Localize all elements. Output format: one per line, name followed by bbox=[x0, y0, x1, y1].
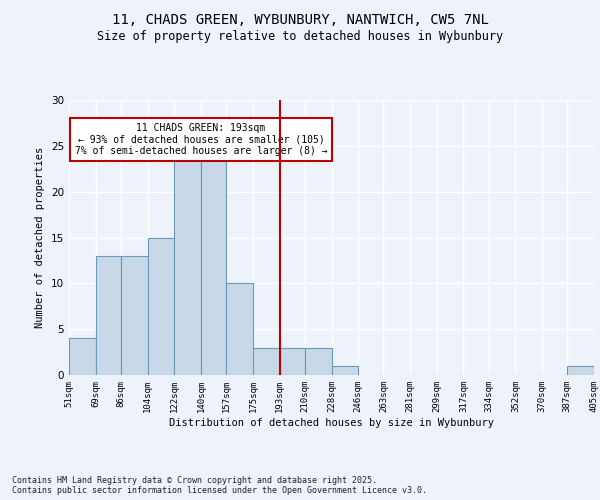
Bar bbox=[148, 238, 174, 375]
Bar bbox=[201, 155, 226, 375]
Bar bbox=[174, 155, 201, 375]
Bar bbox=[253, 348, 280, 375]
Text: 11, CHADS GREEN, WYBUNBURY, NANTWICH, CW5 7NL: 11, CHADS GREEN, WYBUNBURY, NANTWICH, CW… bbox=[112, 12, 488, 26]
Text: Contains HM Land Registry data © Crown copyright and database right 2025.
Contai: Contains HM Land Registry data © Crown c… bbox=[12, 476, 427, 495]
Bar bbox=[121, 256, 148, 375]
Bar bbox=[331, 366, 358, 375]
Text: Size of property relative to detached houses in Wybunbury: Size of property relative to detached ho… bbox=[97, 30, 503, 43]
Bar bbox=[568, 366, 594, 375]
Bar bbox=[95, 256, 121, 375]
Bar bbox=[69, 338, 95, 375]
Text: 11 CHADS GREEN: 193sqm
← 93% of detached houses are smaller (105)
7% of semi-det: 11 CHADS GREEN: 193sqm ← 93% of detached… bbox=[74, 123, 328, 156]
Bar bbox=[280, 348, 305, 375]
Y-axis label: Number of detached properties: Number of detached properties bbox=[35, 147, 46, 328]
Bar bbox=[226, 284, 253, 375]
Bar bbox=[305, 348, 331, 375]
X-axis label: Distribution of detached houses by size in Wybunbury: Distribution of detached houses by size … bbox=[169, 418, 494, 428]
